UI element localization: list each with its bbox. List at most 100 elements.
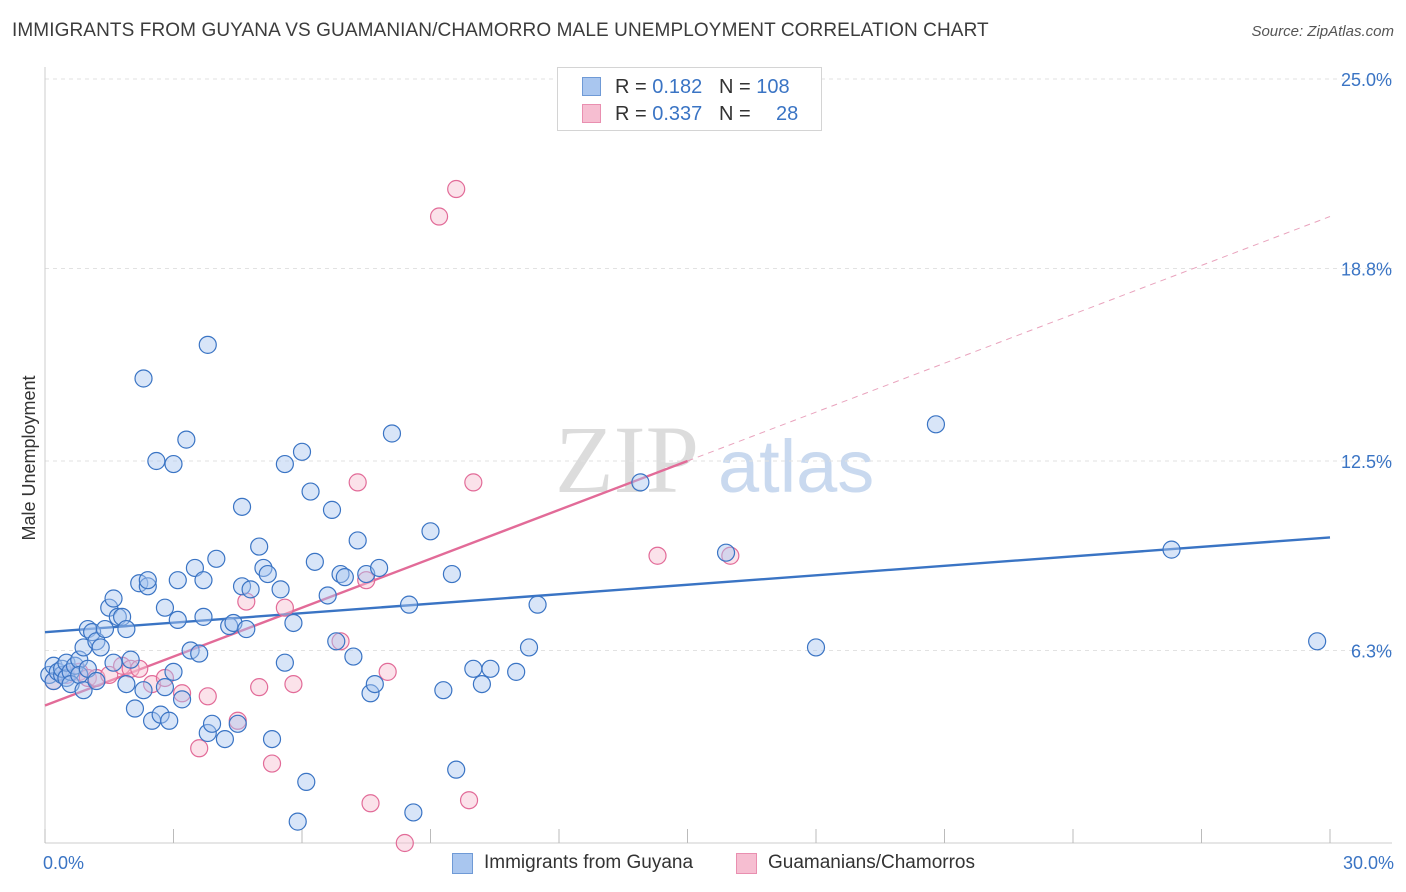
- y-tick-label: 18.8%: [1341, 259, 1392, 279]
- watermark-zip: ZIP: [555, 406, 699, 513]
- guyana-point: [806, 638, 826, 657]
- guyana-point: [168, 610, 187, 630]
- guyana-point: [198, 335, 217, 354]
- guyana-point: [104, 653, 123, 672]
- chamorro-point: [447, 179, 466, 199]
- guyana-point: [198, 723, 217, 743]
- legend-label-chamorro: Guamanians/Chamorros: [768, 852, 975, 873]
- guyana-point: [228, 714, 247, 733]
- guyana-point: [631, 473, 650, 492]
- guyana-point: [74, 681, 93, 700]
- guyana-point: [91, 638, 110, 657]
- legend-swatch-pink: [582, 104, 601, 123]
- legend-r-label: R =: [615, 76, 653, 98]
- legend-n-value: 28: [775, 103, 799, 125]
- guyana-point: [134, 681, 153, 700]
- chamorro-point: [361, 794, 380, 813]
- guyana-point: [134, 369, 153, 388]
- legend-swatch-pink: [736, 853, 757, 874]
- guyana-point: [164, 662, 183, 681]
- chamorro-point: [190, 739, 209, 758]
- legend-n-label: N =: [718, 76, 757, 98]
- legend-swatch-blue: [582, 77, 601, 96]
- guyana-point: [155, 678, 175, 697]
- guyana-point: [164, 454, 183, 474]
- watermark: ZIP atlas: [555, 406, 874, 513]
- chamorro-trend-extension: [687, 216, 1331, 462]
- guyana-point: [318, 586, 337, 605]
- guyana-point: [327, 632, 346, 651]
- guyana-point: [292, 442, 312, 461]
- guyana-point: [421, 522, 440, 541]
- legend-n-label: N =: [718, 103, 757, 125]
- chamorro-point: [275, 598, 294, 617]
- legend-r-value: 0.337: [652, 103, 703, 125]
- data-points: [40, 179, 1327, 853]
- guyana-point: [301, 482, 320, 501]
- guyana-point: [104, 589, 123, 608]
- guyana-point: [365, 674, 384, 694]
- gridlines: [45, 78, 1392, 651]
- guyana-point: [1308, 632, 1327, 651]
- chamorro-point: [357, 571, 376, 590]
- guyana-point: [117, 674, 136, 694]
- guyana-trend-line: [44, 536, 1331, 634]
- chamorro-point: [284, 674, 303, 694]
- guyana-point: [481, 659, 500, 678]
- guyana-point: [472, 674, 491, 694]
- guyana-point: [138, 577, 157, 596]
- y-tick-label: 6.3%: [1351, 641, 1392, 661]
- y-tick-label: 25.0%: [1341, 70, 1392, 90]
- chamorro-point: [172, 684, 192, 703]
- guyana-point: [297, 772, 316, 791]
- guyana-point: [194, 607, 213, 626]
- guyana-point: [172, 690, 192, 709]
- guyana-point: [344, 647, 363, 666]
- guyana-point: [528, 595, 547, 614]
- chamorro-point: [198, 687, 217, 706]
- guyana-point: [215, 729, 234, 749]
- guyana-point: [160, 711, 179, 730]
- guyana-point: [434, 681, 453, 700]
- chamorro-point: [459, 791, 479, 810]
- legend-r-label: R =: [615, 103, 653, 125]
- guyana-point: [117, 619, 136, 639]
- guyana-point: [382, 424, 402, 443]
- guyana-point: [125, 699, 145, 718]
- guyana-point: [447, 760, 466, 779]
- x-tick-label: 0.0%: [43, 853, 84, 873]
- legend-r-value: 0.182: [652, 76, 703, 98]
- guyana-point: [147, 451, 166, 471]
- guyana-point: [442, 564, 462, 584]
- x-tick-label: 30.0%: [1343, 853, 1394, 873]
- guyana-point: [207, 549, 226, 568]
- guyana-point: [271, 580, 290, 599]
- chamorro-point: [348, 473, 367, 492]
- chamorro-trend-line: [44, 459, 688, 707]
- guyana-point: [322, 500, 342, 519]
- guyana-point: [87, 671, 106, 691]
- guyana-point: [370, 558, 389, 578]
- guyana-point: [404, 803, 423, 822]
- guyana-point: [275, 454, 294, 474]
- watermark-atlas: atlas: [718, 425, 874, 508]
- guyana-point: [348, 531, 367, 550]
- trend-lines: [44, 216, 1331, 707]
- guyana-point: [926, 415, 946, 434]
- guyana-point: [168, 571, 187, 590]
- legend-n-value: 108: [756, 76, 790, 98]
- legend-swatch-blue: [452, 853, 473, 874]
- guyana-point: [1162, 540, 1181, 559]
- chamorro-point: [331, 632, 350, 651]
- legend-label-guyana: Immigrants from Guyana: [484, 852, 694, 873]
- guyana-point: [250, 537, 269, 556]
- guyana-point: [275, 653, 294, 672]
- chamorro-point: [464, 473, 483, 492]
- guyana-point: [190, 644, 209, 663]
- guyana-point: [177, 430, 196, 449]
- guyana-point: [138, 571, 157, 590]
- chart-source: Source: ZipAtlas.com: [1251, 23, 1394, 40]
- guyana-point: [237, 619, 256, 639]
- chamorro-point: [378, 662, 397, 681]
